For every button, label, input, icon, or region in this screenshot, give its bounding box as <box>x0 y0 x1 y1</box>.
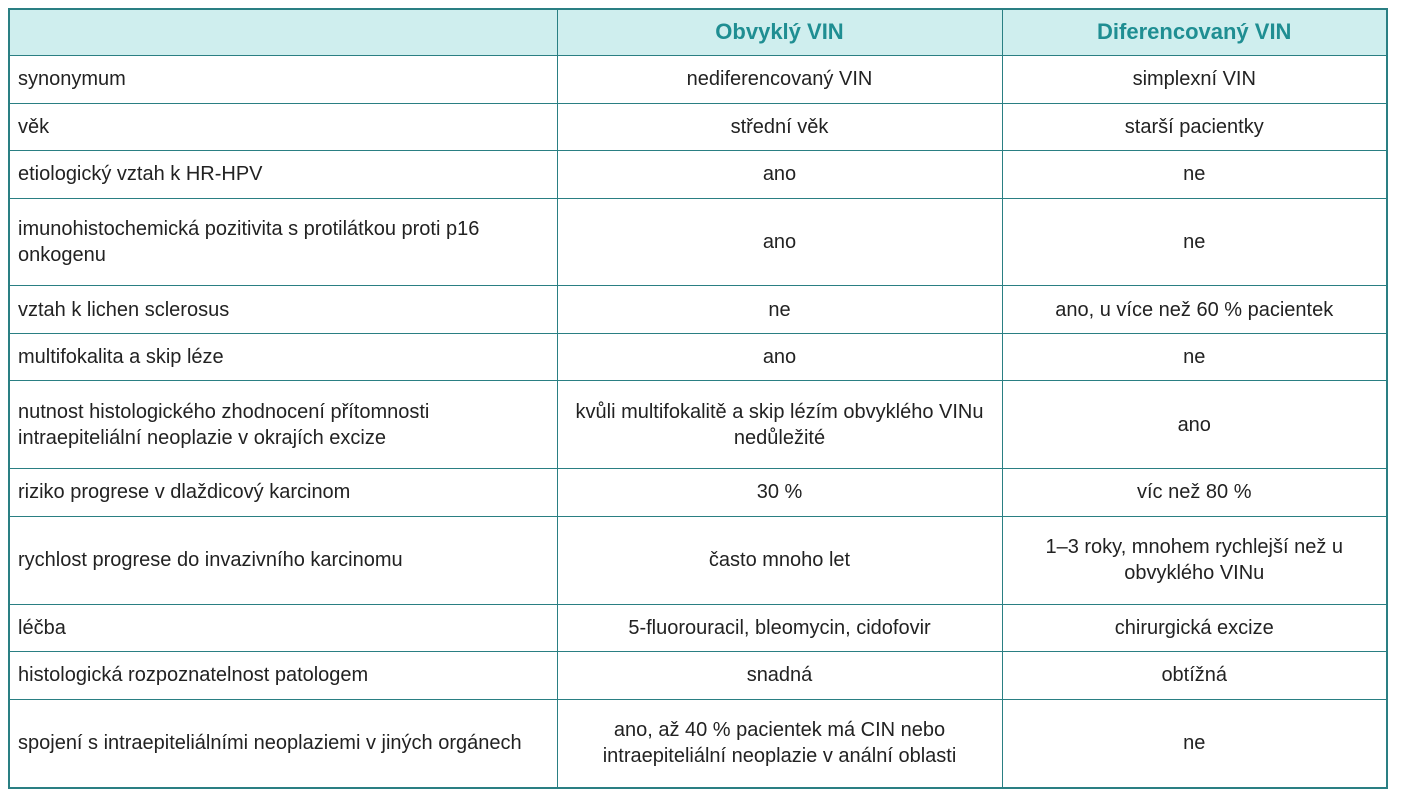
cell-diferencovany: chirurgická excize <box>1001 603 1386 653</box>
cell-diferencovany: ne <box>1001 332 1386 382</box>
cell-diferencovany: ne <box>1001 197 1386 287</box>
row-label: multifokalita a skip léze <box>10 332 558 382</box>
comparison-table-frame: Obvyklý VIN Diferencovaný VIN synonymum … <box>8 8 1388 789</box>
cell-diferencovany: ne <box>1001 698 1386 787</box>
row-label: nutnost histologického zhodnocení přítom… <box>10 380 558 470</box>
header-obvykly-vin: Obvyklý VIN <box>556 10 1003 56</box>
table-row: spojení s intraepiteliálními neoplaziemi… <box>10 698 1386 787</box>
cell-obvykly: 30 % <box>556 468 1003 517</box>
row-label: riziko progrese v dlaždicový karcinom <box>10 468 558 517</box>
table-row: histologická rozpoznatelnost patologem s… <box>10 651 1386 700</box>
comparison-table: Obvyklý VIN Diferencovaný VIN synonymum … <box>10 10 1386 787</box>
cell-diferencovany: simplexní VIN <box>1001 55 1386 104</box>
table-row: multifokalita a skip léze ano ne <box>10 332 1386 382</box>
header-blank-cell <box>10 10 558 56</box>
row-label: spojení s intraepiteliálními neoplaziemi… <box>10 698 558 787</box>
cell-obvykly: 5-fluorouracil, bleomycin, cidofovir <box>556 603 1003 653</box>
table-row: etiologický vztah k HR-HPV ano ne <box>10 150 1386 199</box>
cell-diferencovany: víc než 80 % <box>1001 468 1386 517</box>
header-diferencovany-vin: Diferencovaný VIN <box>1001 10 1386 56</box>
cell-obvykly: střední věk <box>556 102 1003 152</box>
cell-obvykly: ne <box>556 285 1003 334</box>
cell-diferencovany: obtížná <box>1001 651 1386 700</box>
row-label: rychlost progrese do invazivního karcino… <box>10 515 558 605</box>
cell-obvykly: snadná <box>556 651 1003 700</box>
table-row: vztah k lichen sclerosus ne ano, u více … <box>10 285 1386 334</box>
row-label: léčba <box>10 603 558 653</box>
cell-diferencovany: 1–3 roky, mnohem rychlejší než u obvyklé… <box>1001 515 1386 605</box>
cell-diferencovany: ne <box>1001 150 1386 199</box>
table-row: imunohistochemická pozitivita s protilát… <box>10 197 1386 287</box>
row-label: věk <box>10 102 558 152</box>
row-label: imunohistochemická pozitivita s protilát… <box>10 197 558 287</box>
cell-diferencovany: ano <box>1001 380 1386 470</box>
cell-diferencovany: ano, u více než 60 % pacientek <box>1001 285 1386 334</box>
row-label: etiologický vztah k HR-HPV <box>10 150 558 199</box>
row-label: vztah k lichen sclerosus <box>10 285 558 334</box>
table-row: rychlost progrese do invazivního karcino… <box>10 515 1386 605</box>
cell-obvykly: často mnoho let <box>556 515 1003 605</box>
row-label: synonymum <box>10 55 558 104</box>
cell-obvykly: ano <box>556 197 1003 287</box>
row-label: histologická rozpoznatelnost patologem <box>10 651 558 700</box>
table-row: věk střední věk starší pacientky <box>10 102 1386 152</box>
cell-obvykly: nediferencovaný VIN <box>556 55 1003 104</box>
table-row: synonymum nediferencovaný VIN simplexní … <box>10 55 1386 104</box>
header-row: Obvyklý VIN Diferencovaný VIN <box>10 10 1386 56</box>
cell-obvykly: ano <box>556 332 1003 382</box>
table-row: nutnost histologického zhodnocení přítom… <box>10 380 1386 470</box>
cell-obvykly: kvůli multifokalitě a skip lézím obvyklé… <box>556 380 1003 470</box>
table-row: léčba 5-fluorouracil, bleomycin, cidofov… <box>10 603 1386 653</box>
cell-obvykly: ano, až 40 % pacientek má CIN nebo intra… <box>556 698 1003 787</box>
table-row: riziko progrese v dlaždicový karcinom 30… <box>10 468 1386 517</box>
cell-obvykly: ano <box>556 150 1003 199</box>
cell-diferencovany: starší pacientky <box>1001 102 1386 152</box>
